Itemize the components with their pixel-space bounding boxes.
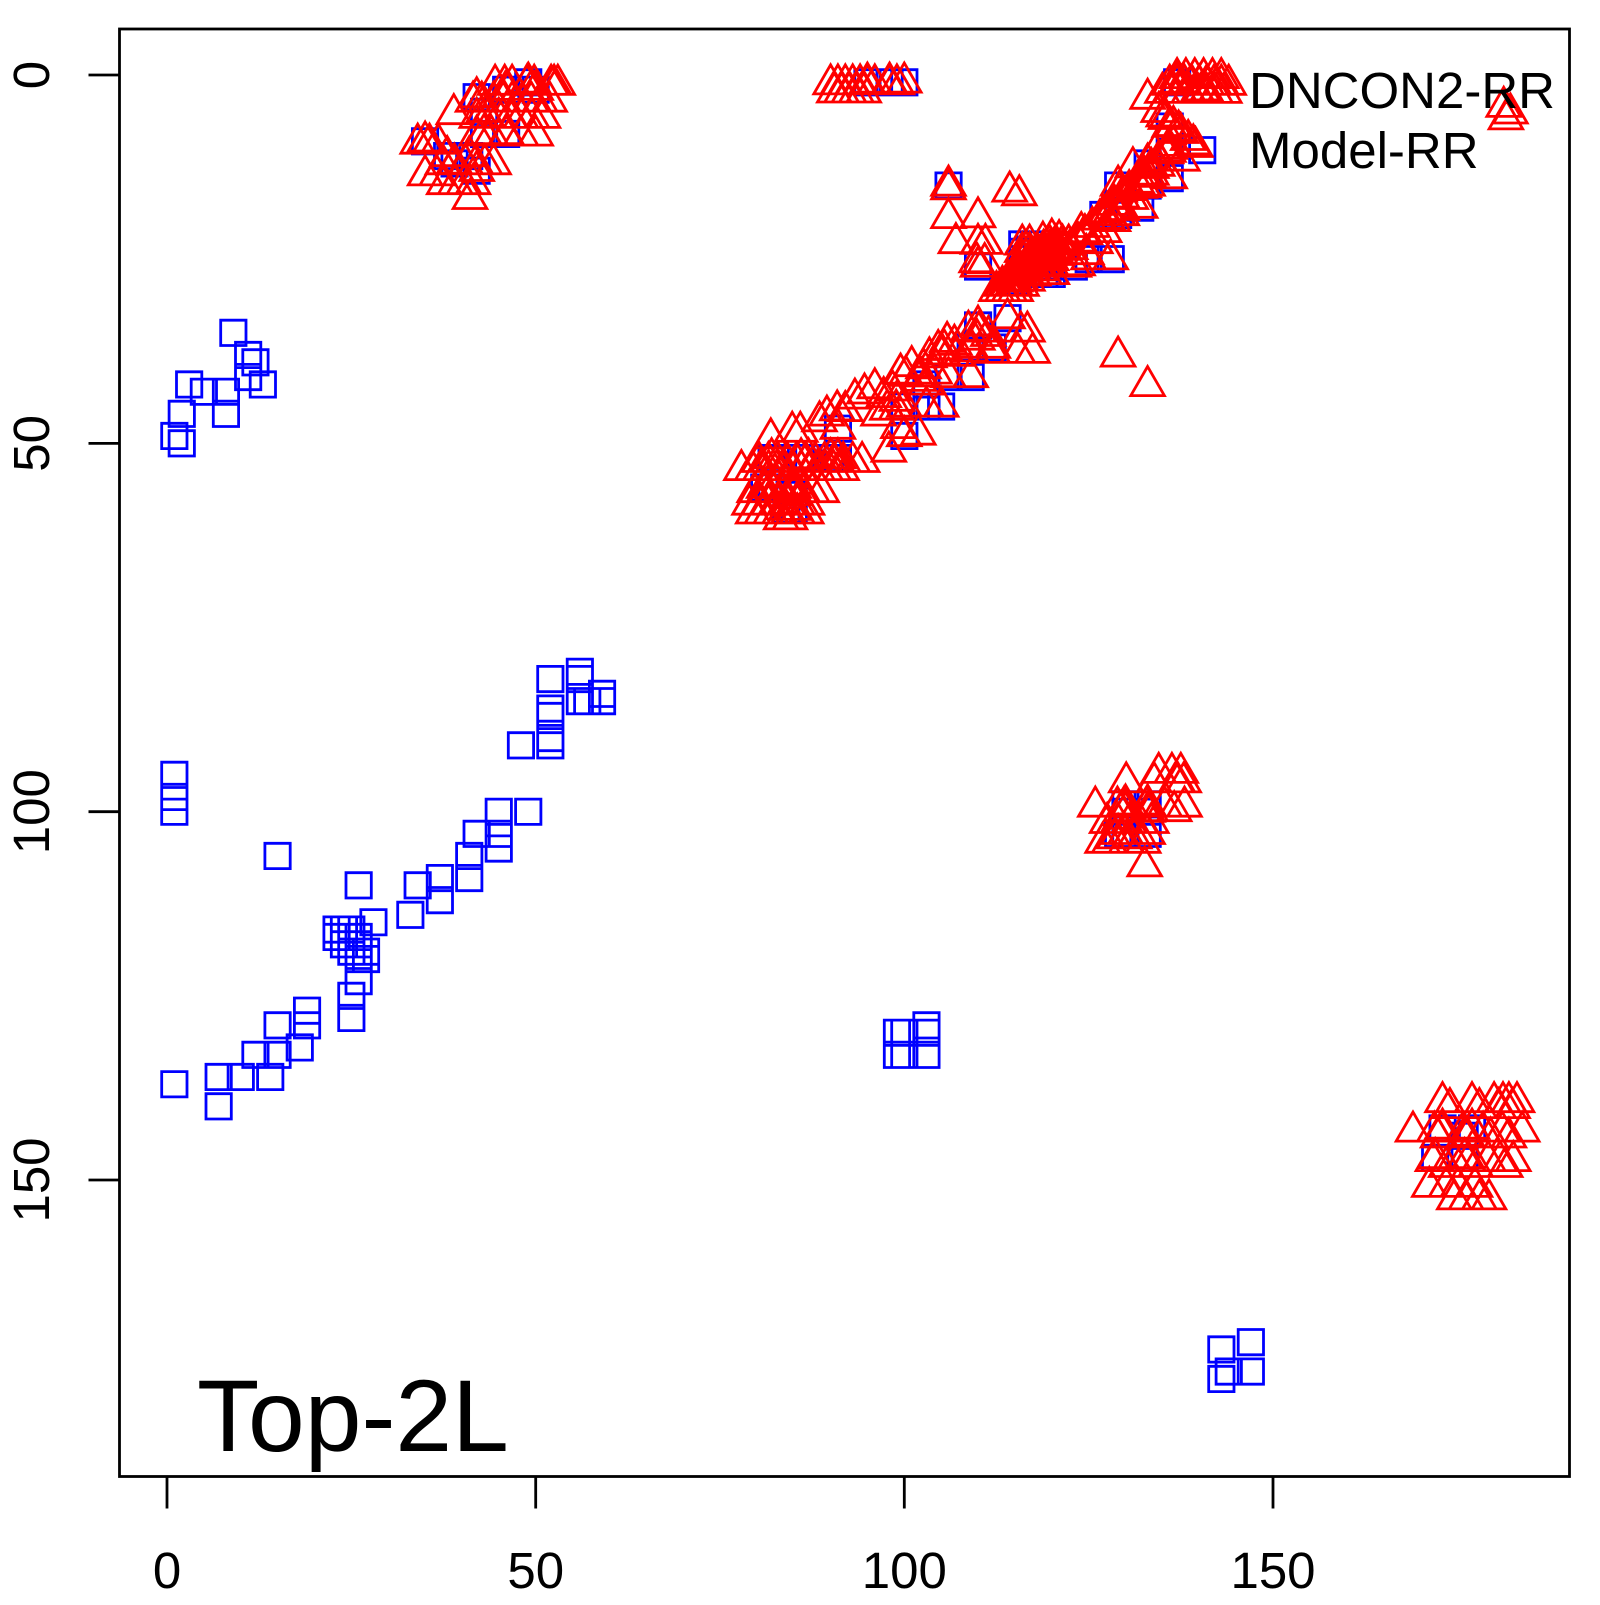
svg-text:50: 50 [3,415,60,472]
svg-text:50: 50 [507,1542,564,1599]
svg-text:100: 100 [862,1542,947,1599]
svg-text:Top-2L: Top-2L [197,1359,509,1473]
svg-text:DNCON2-RR: DNCON2-RR [1249,62,1555,119]
svg-text:150: 150 [3,1137,60,1222]
svg-text:0: 0 [153,1542,181,1599]
svg-text:150: 150 [1230,1542,1315,1599]
svg-text:0: 0 [3,61,60,89]
svg-text:Model-RR: Model-RR [1249,122,1479,179]
svg-text:100: 100 [3,769,60,854]
